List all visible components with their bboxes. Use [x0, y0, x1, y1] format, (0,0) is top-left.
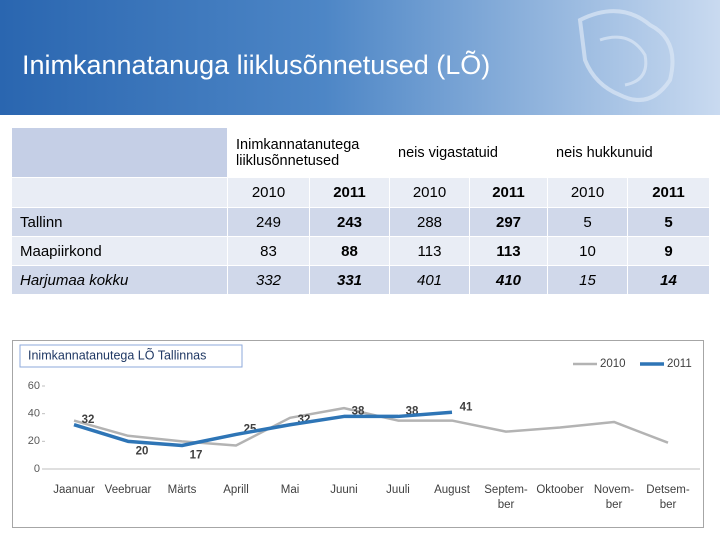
table-cell: 297 — [470, 208, 548, 237]
legend-label: 2010 — [600, 358, 626, 370]
series-line — [73, 406, 669, 447]
table-cell: 113 — [390, 237, 470, 266]
x-tick-label: Veebruar — [105, 484, 152, 496]
table-cell: 332 — [228, 266, 310, 295]
chart-frame — [12, 340, 704, 528]
table-cell: 331 — [310, 266, 390, 295]
x-tick-label: Oktoober — [536, 484, 583, 496]
series-line — [73, 410, 453, 448]
year-header: 2010 — [548, 178, 628, 208]
year-row-label — [12, 178, 228, 208]
header: Inimkannatanuga liiklusõnnetused (LÕ) — [0, 0, 720, 115]
row-label: Tallinn — [12, 208, 228, 237]
logo — [577, 9, 675, 102]
table-cell: 113 — [470, 237, 548, 266]
x-tick-label: Novem-ber — [594, 484, 634, 511]
y-tick-label: 20 — [28, 435, 40, 447]
x-tick-label: Juuni — [330, 484, 358, 496]
group-header: Inimkannatanutega liiklusõnnetused — [228, 128, 390, 178]
x-tick-label: Detsem-ber — [646, 484, 690, 511]
legend-label: 2011 — [667, 358, 692, 370]
data-label: 32 — [82, 414, 95, 426]
chart-title: Inimkannatanutega LÕ Tallinnas — [28, 347, 206, 362]
row-label: Maapiirkond — [12, 237, 228, 266]
x-tick-label: August — [434, 484, 471, 496]
table-cell: 288 — [390, 208, 470, 237]
year-header: 2010 — [228, 178, 310, 208]
table-cell: 401 — [390, 266, 470, 295]
table-cell: 83 — [228, 237, 310, 266]
table-cell: 5 — [548, 208, 628, 237]
table-cell: 10 — [548, 237, 628, 266]
x-tick-label: Märts — [168, 484, 197, 496]
year-header: 2010 — [390, 178, 470, 208]
table-cell: 15 — [548, 266, 628, 295]
table-cell: 410 — [470, 266, 548, 295]
x-tick-label: Mai — [281, 484, 300, 496]
x-tick-label: Juuli — [386, 484, 410, 496]
x-tick-label: Septem-ber — [484, 484, 528, 511]
corner-cell — [12, 128, 228, 178]
year-header: 2011 — [470, 178, 548, 208]
table-cell: 88 — [310, 237, 390, 266]
row-label: Harjumaa kokku — [12, 266, 228, 295]
x-tick-label: Aprill — [223, 484, 249, 496]
year-header: 2011 — [310, 178, 390, 208]
table-cell: 249 — [228, 208, 310, 237]
table-cell: 9 — [628, 237, 710, 266]
group-header: neis hukkunuid — [548, 128, 710, 178]
table-cell: 14 — [628, 266, 710, 295]
slide-title: Inimkannatanuga liiklusõnnetused (LÕ) — [22, 50, 491, 80]
data-label: 38 — [352, 405, 365, 417]
y-tick-label: 60 — [28, 380, 40, 392]
y-tick-label: 40 — [28, 408, 40, 420]
data-label: 17 — [190, 450, 203, 462]
table-cell: 5 — [628, 208, 710, 237]
x-tick-label: Jaanuar — [53, 484, 95, 496]
chart-title-box — [19, 344, 243, 368]
data-label: 41 — [460, 401, 473, 413]
group-header: neis vigastatuid — [390, 128, 548, 178]
data-label: 20 — [136, 445, 149, 457]
year-header: 2011 — [628, 178, 710, 208]
y-tick-label: 0 — [34, 463, 40, 475]
table-cell: 243 — [310, 208, 390, 237]
